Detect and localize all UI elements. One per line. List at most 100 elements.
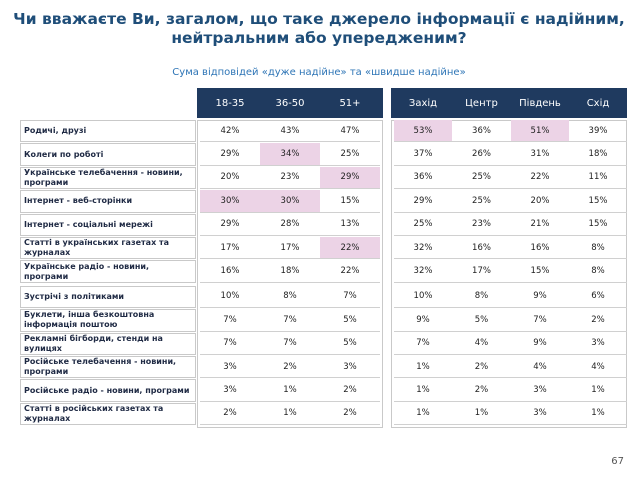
table-cell: 5% [320,309,380,332]
table-cell: 16% [452,237,511,260]
table-cell: 4% [511,356,569,379]
table-cell: 26% [452,143,511,166]
table-cell: 2% [452,379,511,402]
table-cell: 23% [260,167,320,190]
table-cell: 9% [394,309,452,332]
table-cell: 2% [200,403,260,426]
table-cell: 4% [569,356,627,379]
table-cell: 15% [511,260,569,283]
row-label: Російське телебачення - новини, програми [20,356,196,379]
column-header: Захід [408,97,438,109]
table-cell: 1% [394,379,452,402]
row-label: Родичі, друзі [20,120,196,143]
table-cell: 3% [569,333,627,355]
table-cell: 15% [569,214,627,236]
table-cell: 1% [569,403,627,426]
table-cell: 36% [394,167,452,190]
table-cell: 51% [511,120,569,143]
column-header: Схід [586,97,610,109]
table-cell: 29% [200,143,260,166]
table-cell: 37% [394,143,452,166]
table-cell: 29% [200,214,260,236]
table-cell: 7% [200,309,260,332]
row-label: Буклети, інша безкоштовна інформація пош… [20,309,196,332]
table-cell: 8% [569,260,627,283]
table-cell: 43% [260,120,320,143]
table-cell: 15% [320,190,380,213]
table-cell: 1% [260,379,320,402]
table-cell: 5% [320,333,380,355]
table-cell: 17% [260,237,320,260]
table-cell: 10% [394,286,452,309]
row-label: Зустрічі з політиками [20,285,196,309]
table-cell: 18% [569,143,627,166]
table-cell: 18% [260,260,320,283]
header-bar [197,88,383,118]
table-cell: 42% [200,120,260,143]
table-cell: 7% [200,333,260,355]
table-cell: 1% [394,356,452,379]
column-header: 18-35 [215,97,245,109]
table-cell: 16% [200,260,260,283]
table-cell: 2% [320,379,380,402]
table-cell: 15% [569,190,627,213]
table-cell: 3% [511,403,569,426]
column-header: 51+ [339,97,361,109]
table-cell: 16% [511,237,569,260]
table-cell: 28% [260,214,320,236]
table-cell: 13% [320,214,380,236]
table-cell: 17% [200,237,260,260]
table-cell: 7% [511,309,569,332]
table-cell: 7% [320,286,380,309]
table-cell: 23% [452,214,511,236]
table-cell: 22% [320,260,380,283]
table-cell: 8% [569,237,627,260]
table-cell: 1% [569,379,627,402]
table-cell: 53% [394,120,452,143]
table-cell: 30% [200,190,260,213]
table-cell: 47% [320,120,380,143]
table-cell: 4% [452,333,511,355]
row-label: Російське радіо - новини, програми [20,379,196,402]
table-cell: 11% [569,167,627,190]
table-cell: 34% [260,143,320,166]
table-cell: 10% [200,286,260,309]
table-cell: 3% [200,379,260,402]
table-cell: 5% [452,309,511,332]
row-label: Статті в українських газетах та журналах [20,237,196,260]
table-cell: 7% [394,333,452,355]
group-frame [197,120,383,429]
table-cell: 8% [452,286,511,309]
table-cell: 7% [260,333,320,355]
row-label: Українське телебачення - новини, програм… [20,166,196,190]
table-cell: 3% [320,356,380,379]
table-cell: 22% [320,237,380,260]
table-cell: 29% [320,166,380,190]
table-cell: 1% [452,403,511,426]
table-cell: 36% [452,120,511,143]
header-bar [391,88,627,118]
table-cell: 2% [569,309,627,332]
table-cell: 20% [200,167,260,190]
table-cell: 29% [394,190,452,213]
table-cell: 7% [260,309,320,332]
row-label: Інтернет - веб-сторінки [20,190,196,213]
table-cell: 20% [511,190,569,213]
table-cell: 25% [452,190,511,213]
row-label: Інтернет - соціальні мережі [20,213,196,236]
row-label: Колеги по роботі [20,143,196,166]
table-cell: 1% [394,403,452,426]
table-cell: 2% [452,356,511,379]
page-number: 67 [611,456,624,467]
column-header: Південь [519,97,561,109]
table-cell: 25% [452,167,511,190]
column-header: 36-50 [275,97,305,109]
group-frame [391,120,627,429]
table-cell: 32% [394,260,452,283]
table-cell: 25% [394,214,452,236]
table-cell: 6% [569,286,627,309]
table-cell: 17% [452,260,511,283]
column-header: Центр [465,97,498,109]
table-cell: 25% [320,143,380,166]
